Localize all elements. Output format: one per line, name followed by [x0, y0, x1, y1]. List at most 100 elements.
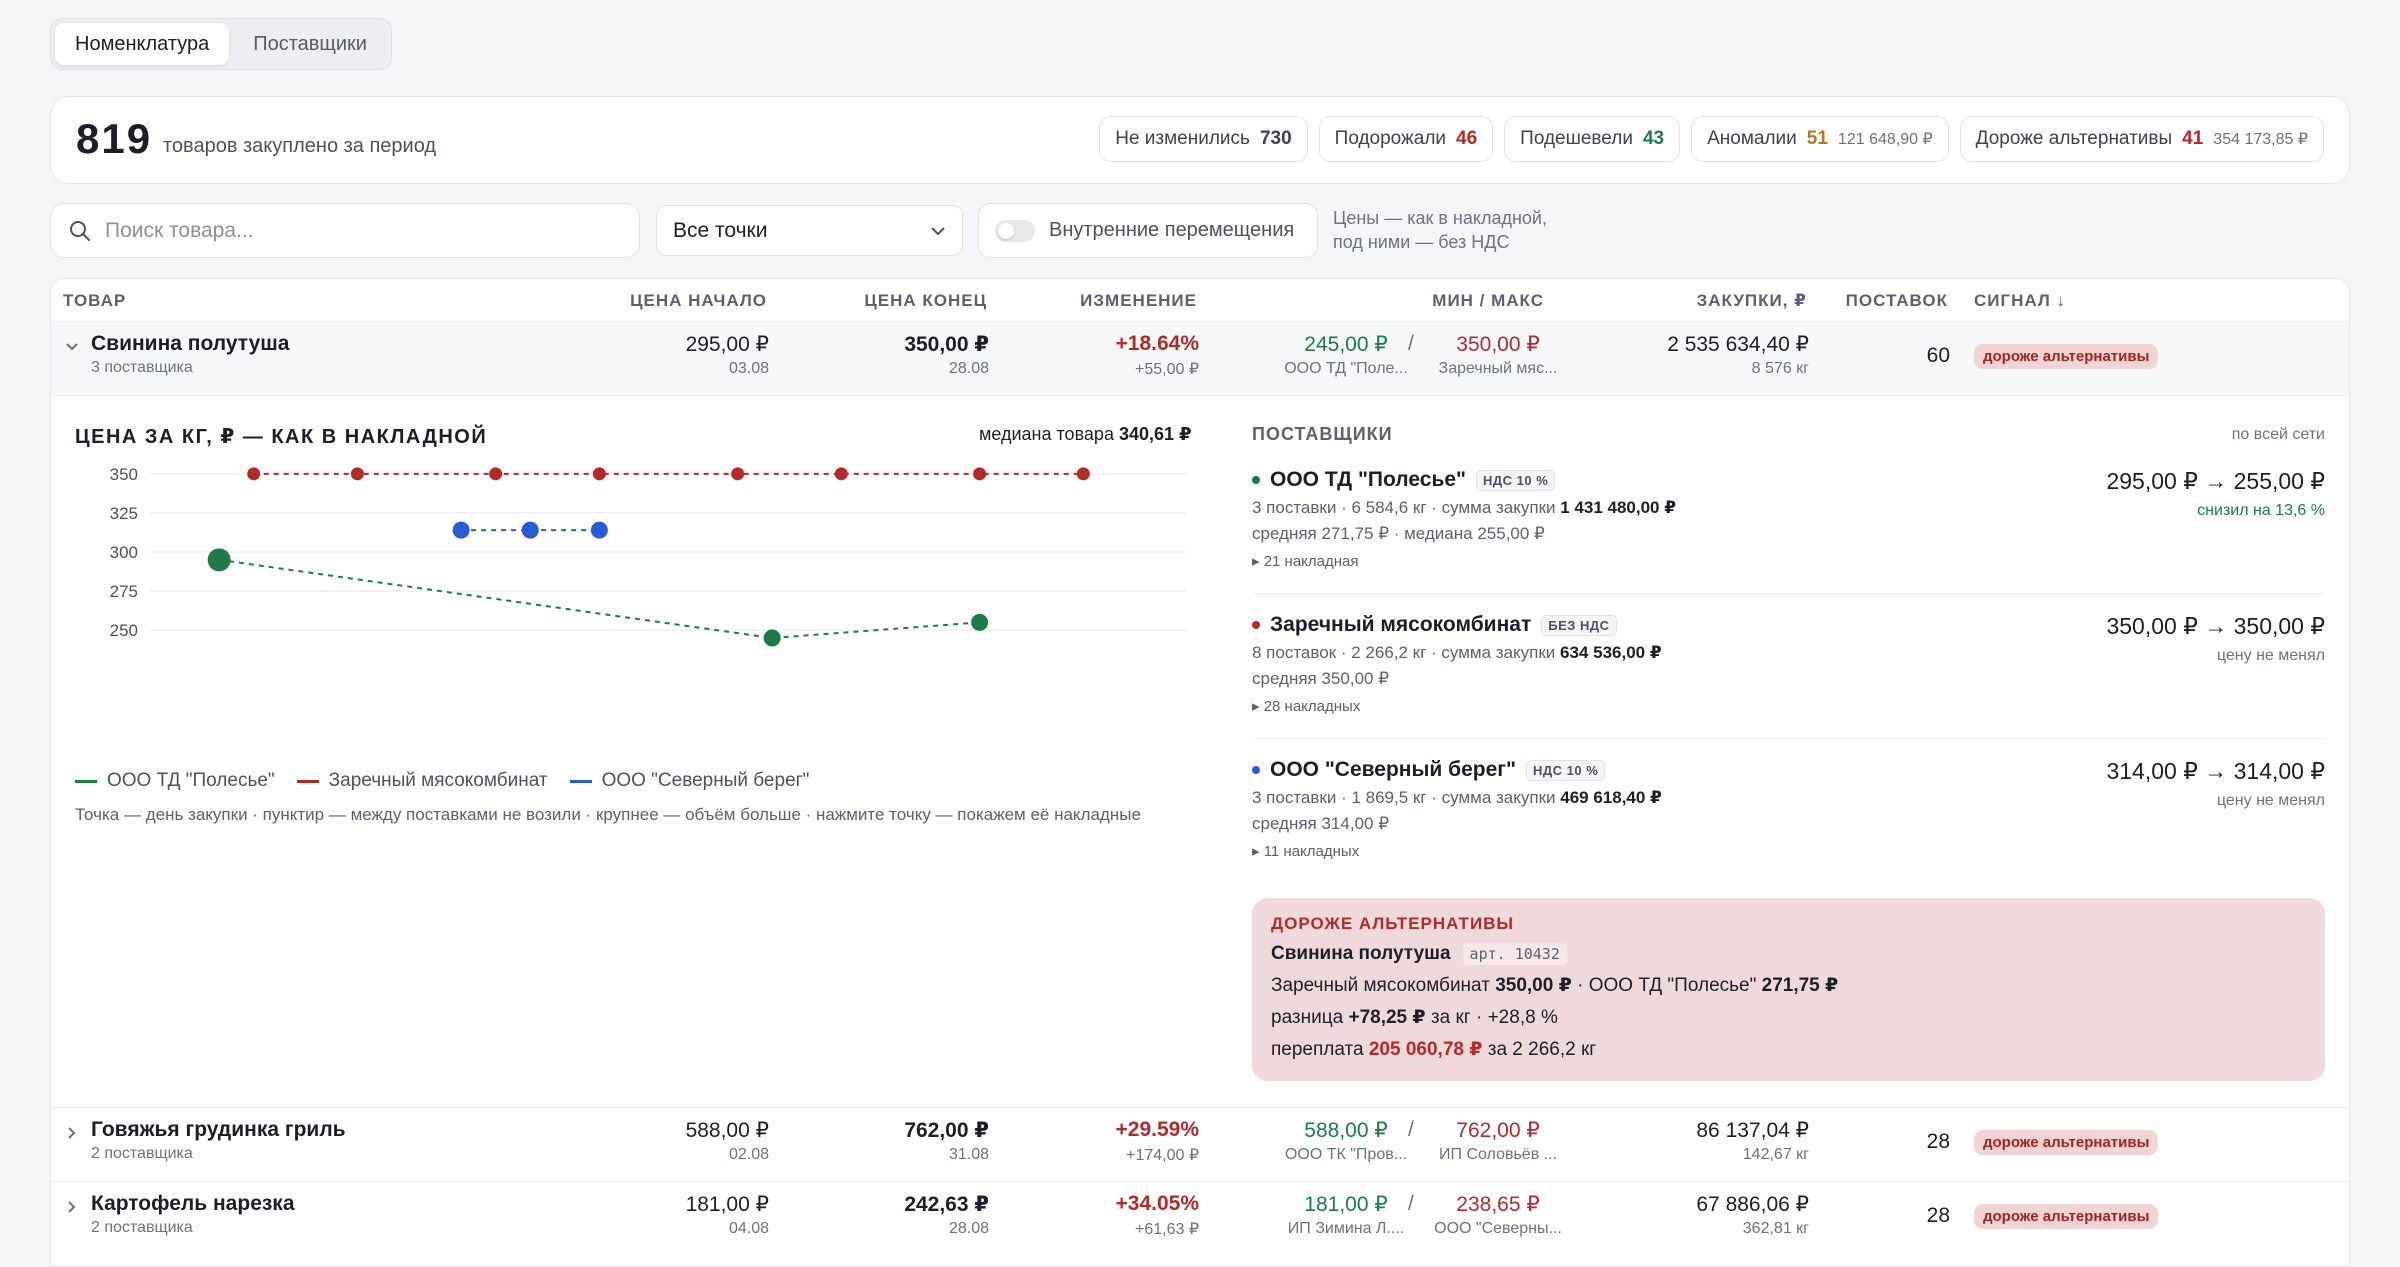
product-name: Говяжья грудинка гриль: [91, 1118, 346, 1141]
chevron-down-icon: [931, 226, 945, 235]
chip-value: 41: [2182, 128, 2204, 149]
col-signal[interactable]: СИГНАЛ ↓: [1974, 291, 2067, 310]
chip-sum: 121 648,90 ₽: [1837, 131, 1933, 148]
tab-nomenclature[interactable]: Номенклатура: [55, 23, 230, 65]
data-point[interactable]: [350, 467, 364, 481]
minmax-separator: /: [1408, 1118, 1414, 1141]
chip-label: Подорожали: [1334, 128, 1447, 149]
deliveries-count: 28: [1926, 1204, 1950, 1227]
location-value: Все точки: [673, 218, 768, 242]
invoices-link[interactable]: ▸ 11 накладных: [1252, 843, 1360, 860]
chip-value: 51: [1806, 128, 1828, 149]
data-point[interactable]: [247, 467, 261, 481]
chevron-right-icon[interactable]: [67, 1126, 77, 1140]
article-number: арт. 10432: [1462, 943, 1567, 965]
chip-sum: 354 173,85 ₽: [2213, 131, 2308, 148]
legend-swatch: [296, 779, 319, 783]
data-point[interactable]: [1076, 467, 1090, 481]
price-start-date: 03.08: [728, 360, 769, 377]
table-row[interactable]: Свинина полутуша 3 поставщика 295,00 ₽ 03.…: [51, 321, 2349, 395]
supplier-card[interactable]: ООО "Северный берег" НДС 10 % 3 поставки …: [1252, 758, 2325, 868]
supplier-name: ООО "Северный берег": [1270, 758, 1517, 781]
min-price: 588,00 ₽: [1304, 1119, 1388, 1142]
alternative-alert: ДОРОЖЕ АЛЬТЕРНАТИВЫ Свинина полутуша арт.…: [1252, 898, 2325, 1081]
col-product[interactable]: ТОВАР: [63, 291, 127, 310]
data-point[interactable]: [834, 467, 848, 481]
chip-decreased[interactable]: Подешевели 43: [1504, 116, 1681, 162]
min-supplier: ООО ТК "Пров...: [1284, 1146, 1408, 1163]
alert-supplier-2: · ООО ТД "Полесье": [1571, 975, 1762, 996]
chevron-down-icon[interactable]: [65, 342, 79, 352]
col-price-end[interactable]: ЦЕНА КОНЕЦ: [864, 291, 987, 310]
max-supplier: ООО "Северны...: [1434, 1220, 1562, 1237]
vat-tag: НДС 10 %: [1475, 469, 1556, 491]
chip-anomalies[interactable]: Аномалии 51 121 648,90 ₽: [1691, 116, 1949, 162]
supplier-stats: 8 поставок · 2 266,2 кг · сумма закупки: [1252, 643, 1561, 662]
col-change[interactable]: ИЗМЕНЕНИЕ: [1080, 291, 1197, 310]
alert-overpay: переплата 205 060,78 ₽ за 2 266,2 кг: [1271, 1038, 2306, 1061]
chart-legend: ООО ТД "Полесье" Заречный мясокомбинат О…: [75, 770, 809, 792]
divider: [1252, 593, 2325, 594]
price-note: Цены — как в накладной, под ними — без Н…: [1333, 206, 1547, 254]
deliveries-count: 28: [1926, 1130, 1950, 1153]
col-purchases[interactable]: ЗАКУПКИ, ₽: [1696, 291, 1807, 310]
chevron-right-icon[interactable]: [67, 1200, 77, 1214]
chart-note: Точка — день закупки · пунктир — между п…: [75, 805, 1141, 824]
price-start-date: 02.08: [728, 1146, 769, 1163]
alert-overpay-label: переплата: [1271, 1039, 1369, 1060]
alert-diff-label: разница: [1271, 1007, 1349, 1028]
tab-suppliers[interactable]: Поставщики: [253, 32, 367, 55]
min-supplier: ООО ТД "Поле...: [1284, 360, 1408, 377]
toggle-switch[interactable]: [995, 219, 1035, 242]
supplier-card[interactable]: ООО ТД "Полесье" НДС 10 % 3 поставки · 6 …: [1252, 468, 2325, 578]
legend-label: ООО "Северный берег": [601, 770, 810, 791]
product-name: Картофель нарезка: [91, 1192, 295, 1215]
suppliers-scope: по всей сети: [2231, 426, 2325, 443]
change-pct: +18.64%: [1115, 332, 1200, 355]
location-select[interactable]: Все точки: [656, 205, 963, 256]
chip-unchanged[interactable]: Не изменились 730: [1099, 116, 1308, 162]
change-pct: +29.59%: [1115, 1118, 1200, 1141]
internal-transfers-toggle[interactable]: Внутренние перемещения: [978, 203, 1318, 258]
data-point[interactable]: [971, 613, 989, 631]
col-price-start[interactable]: ЦЕНА НАЧАЛО: [630, 291, 767, 310]
supplier-card[interactable]: Заречный мясокомбинат БЕЗ НДС 8 поставок …: [1252, 613, 2325, 723]
price-end-date: 28.08: [948, 360, 989, 377]
signal-badge: дороже альтернативы: [1974, 1130, 2159, 1155]
col-minmax[interactable]: МИН / МАКС: [1432, 291, 1544, 310]
supplier-averages: средняя 350,00 ₽: [1252, 669, 1390, 688]
alert-overpay-value: 205 060,78 ₽: [1368, 1039, 1483, 1060]
alert-diff-value: +78,25 ₽: [1348, 1007, 1426, 1028]
invoices-link[interactable]: ▸ 28 накладных: [1252, 698, 1361, 715]
minmax-separator: /: [1408, 332, 1414, 355]
legend-item[interactable]: ООО "Северный берег": [569, 770, 810, 792]
max-supplier: ИП Соловьёв ...: [1439, 1146, 1557, 1163]
data-point[interactable]: [731, 467, 745, 481]
data-point[interactable]: [489, 467, 503, 481]
alert-compare: Заречный мясокомбинат 350,00 ₽ · ООО ТД …: [1271, 974, 2306, 997]
data-point[interactable]: [973, 467, 987, 481]
search-input[interactable]: Поиск товара...: [50, 203, 640, 258]
data-point[interactable]: [590, 521, 608, 539]
data-point[interactable]: [763, 629, 781, 647]
data-point[interactable]: [521, 521, 539, 539]
price-chart[interactable]: 2502753003253501 авг5 авг9 авг13 авг17 а…: [75, 456, 1215, 666]
price-note-line1: Цены — как в накладной,: [1333, 208, 1547, 228]
price-end: 762,00 ₽: [904, 1119, 989, 1142]
legend-item[interactable]: Заречный мясокомбинат: [296, 770, 548, 792]
col-deliveries[interactable]: ПОСТАВОК: [1845, 291, 1948, 310]
legend-item[interactable]: ООО ТД "Полесье": [75, 770, 275, 792]
data-point[interactable]: [452, 521, 470, 539]
invoices-link[interactable]: ▸ 21 накладная: [1252, 553, 1359, 570]
data-point[interactable]: [207, 548, 231, 572]
table-row[interactable]: Картофель нарезка 2 поставщика 181,00 ₽ 04…: [51, 1181, 2349, 1255]
minmax-separator: /: [1408, 1192, 1414, 1215]
chip-value: 730: [1259, 128, 1292, 149]
data-point[interactable]: [592, 467, 606, 481]
supplier-name: Заречный мясокомбинат: [1270, 613, 1532, 636]
chip-pricier-alternative[interactable]: Дороже альтернативы 41 354 173,85 ₽: [1959, 116, 2324, 162]
alert-price-2: 271,75 ₽: [1761, 975, 1839, 996]
chip-increased[interactable]: Подорожали 46: [1318, 116, 1494, 162]
table-row[interactable]: Говяжья грудинка гриль 2 поставщика 588,0…: [51, 1107, 2349, 1181]
median-label: медиана товара: [979, 424, 1114, 444]
